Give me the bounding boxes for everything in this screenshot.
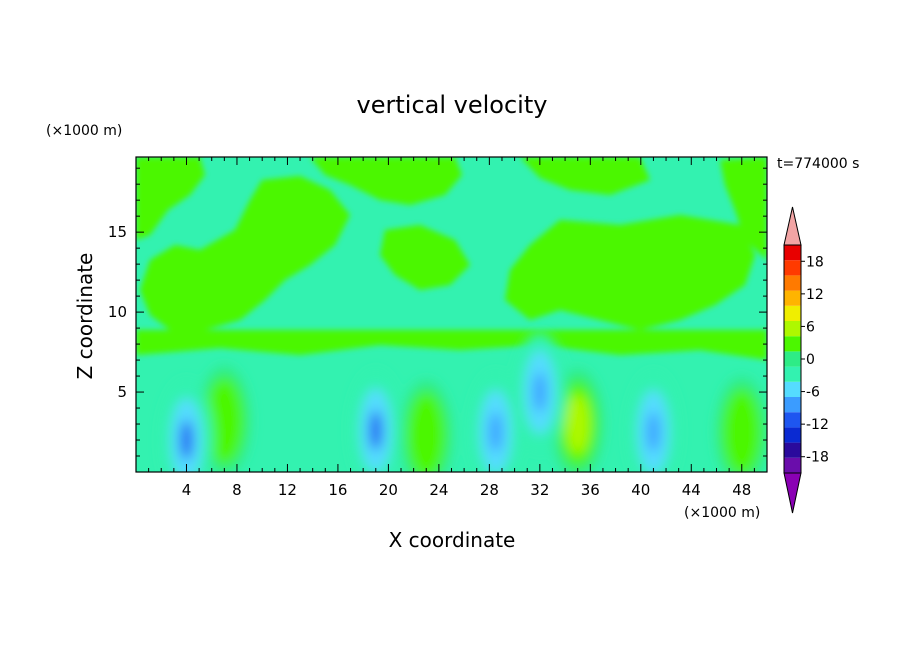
colorbar-tick-label: 6 [806,319,815,335]
x-tick-label: 24 [429,481,448,499]
downdraft-cell [180,420,193,461]
weak-updraft-patch [136,330,767,360]
colorbar-swatch [784,366,801,382]
x-unit-label: (×1000 m) [684,505,760,521]
y-tick-label: 15 [108,223,127,241]
weak-updraft-patch [380,225,470,290]
x-axis-ticks: 4 8 12 16 20 24 28 32 36 40 44 48 [182,157,751,499]
x-tick-label: 20 [379,481,398,499]
updraft-cell [414,405,439,466]
x-tick-label: 40 [631,481,650,499]
colorbar-tick-label: 12 [806,287,824,303]
x-axis-title: X coordinate [389,528,516,552]
minor-ticks [136,157,767,472]
colorbar-swatch [784,275,801,291]
weak-updraft-patch [310,157,462,205]
colorbar-swatch [784,290,801,306]
convective-cells [160,332,767,472]
colorbar-swatch [784,412,801,428]
colorbar-swatch [784,305,801,321]
x-tick-label: 44 [682,481,701,499]
x-tick-label: 36 [581,481,600,499]
updraft-cell [565,394,590,455]
downdraft-cell [647,412,660,453]
colorbar-under-arrow [783,472,802,514]
colorbar-swatch [784,397,801,413]
time-label: t=774000 s [777,156,859,172]
updraft-cell [212,390,237,451]
colorbar-swatch [784,457,801,473]
y-axis-title: Z coordinate [73,253,97,380]
updraft-cell [729,402,754,463]
x-tick-label: 28 [480,481,499,499]
colorbar-swatch [784,321,801,337]
colorbar-tick-label: 18 [806,254,824,270]
weak-updraft-patch [505,215,755,330]
colorbar-swatch [784,427,801,443]
chart-title: vertical velocity [357,91,548,119]
colorbar-tick-label: -18 [806,450,829,466]
y-tick-label: 5 [117,383,127,401]
colorbar-tick-label: -6 [806,385,820,401]
y-axis-ticks: 5 10 15 [108,223,767,401]
colorbar: 18 12 6 0 -6 -12 -18 [783,206,829,514]
colorbar-swatch [784,336,801,352]
weak-updraft-patch [520,157,650,195]
colorbar-tick-label: -12 [806,417,829,433]
x-tick-label: 8 [232,481,242,499]
x-tick-label: 48 [732,481,751,499]
weak-updraft-patch [140,176,350,330]
x-tick-label: 4 [182,481,192,499]
colorbar-over-arrow [783,206,802,246]
y-unit-label: (×1000 m) [46,123,122,139]
weak-updraft-patch [136,157,205,240]
x-tick-label: 32 [530,481,549,499]
colorbar-swatch [784,245,801,261]
weak-updraft-patch [720,157,767,260]
colorbar-swatch [784,260,801,276]
downdraft-cell [533,372,546,413]
y-tick-label: 10 [108,303,127,321]
downdraft-cell [489,412,502,453]
weak-updraft-regions [136,157,767,360]
colorbar-swatch [784,381,801,397]
colorbar-tick-label: 0 [806,352,815,368]
colorbar-swatch [784,442,801,458]
velocity-field [136,157,767,472]
x-tick-label: 16 [328,481,347,499]
downdraft-cell [369,410,382,451]
colorbar-swatch [784,351,801,367]
x-tick-label: 12 [278,481,297,499]
